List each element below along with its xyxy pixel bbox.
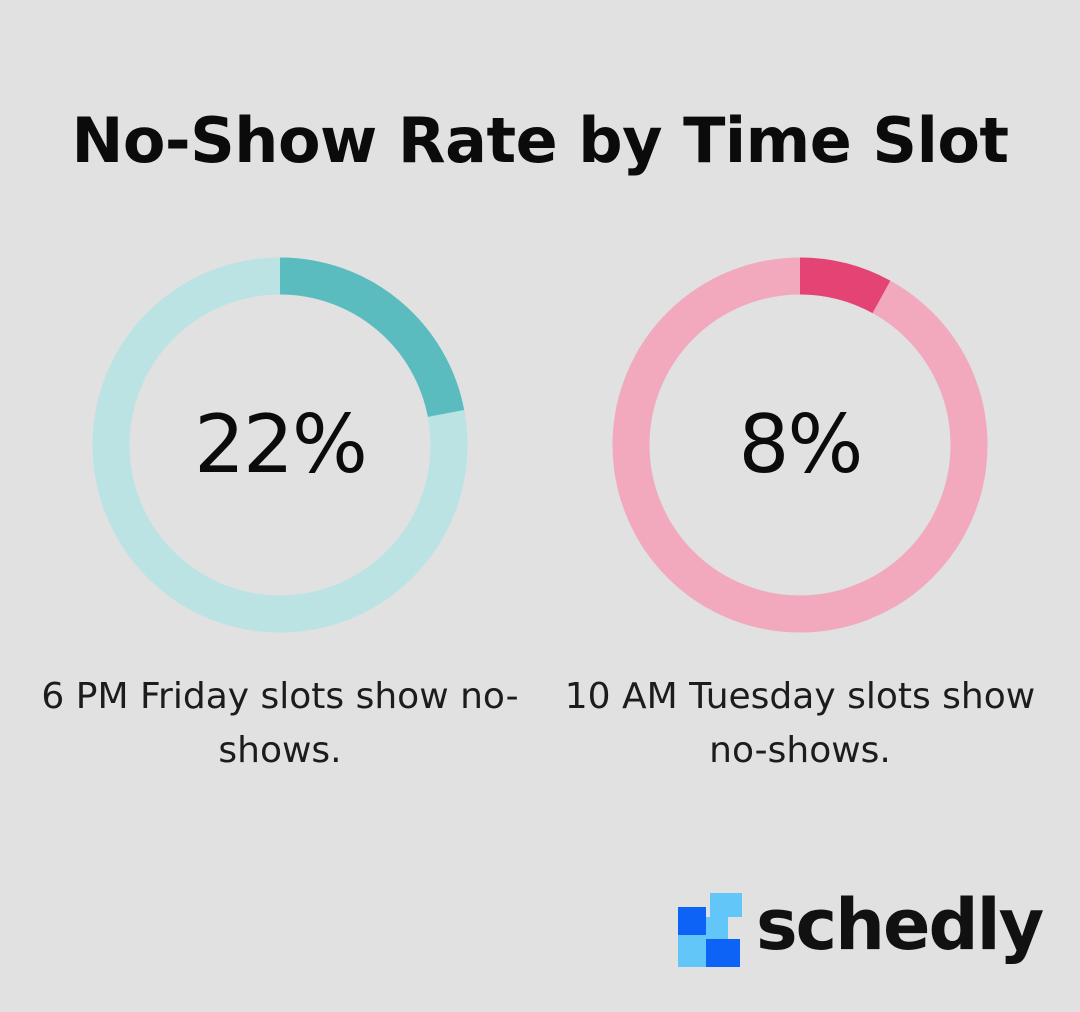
schedly-logo-icon xyxy=(678,893,742,967)
caption-friday: 6 PM Friday slots show no-shows. xyxy=(41,676,519,771)
logo-square-mid-dark xyxy=(678,907,706,935)
donut-svg-tuesday xyxy=(612,257,988,633)
logo-square-top-light xyxy=(710,893,742,917)
stat-card-friday: 22% 6 PM Friday slots show no-shows. xyxy=(20,250,540,778)
donut-value-arc-tuesday xyxy=(612,257,988,633)
logo-wordmark: schedly xyxy=(756,884,1044,966)
chart-title: No-Show Rate by Time Slot xyxy=(71,104,1009,177)
stat-card-tuesday: 8% 10 AM Tuesday slots show no-shows. xyxy=(540,250,1060,778)
donut-svg-friday xyxy=(92,257,468,633)
percentage-label-tuesday: 8% xyxy=(738,398,864,491)
caption-tuesday: 10 AM Tuesday slots show no-shows. xyxy=(564,676,1036,771)
logo-square-mid-light xyxy=(706,917,728,939)
donut-value-arc-friday xyxy=(92,257,468,633)
donut-chart-friday: 22% xyxy=(85,250,475,640)
schedly-logo: schedly xyxy=(678,885,1048,973)
logo-square-bottom-dark xyxy=(706,939,740,967)
logo-square-bottom-light xyxy=(678,935,706,967)
donut-chart-tuesday: 8% xyxy=(605,250,995,640)
percentage-label-friday: 22% xyxy=(194,398,368,491)
